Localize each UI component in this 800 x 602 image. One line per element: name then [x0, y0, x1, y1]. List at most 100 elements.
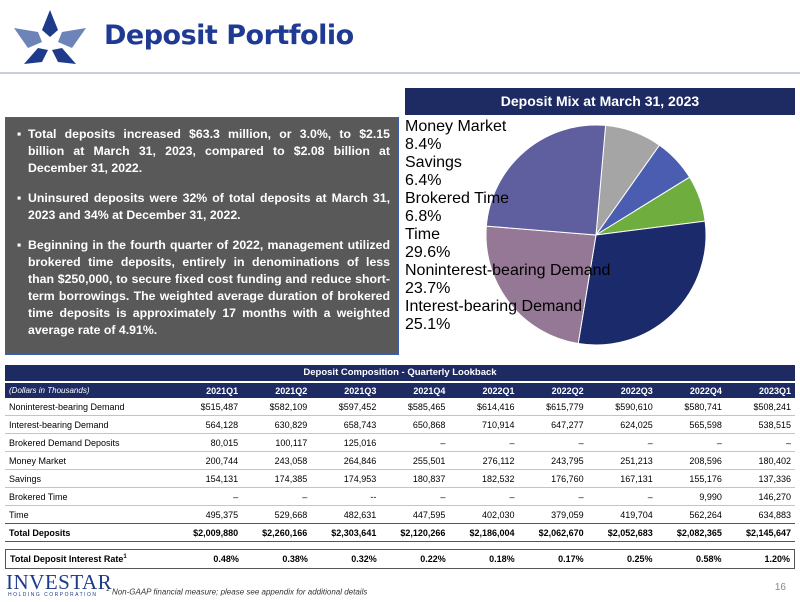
table-cell: 634,883 [758, 509, 791, 520]
table-cell: 174,385 [274, 473, 308, 484]
column-header: 2021Q2 [242, 383, 312, 398]
slice-name: Savings [405, 154, 462, 171]
table-cell: $508,241 [753, 401, 791, 412]
table-cell: 562,264 [689, 509, 722, 520]
slice-value: 29.6% [405, 244, 451, 261]
table-cell: – [440, 491, 446, 502]
column-header: 2023Q1 [725, 383, 795, 398]
slice-label: Money Market 8.4% [405, 118, 795, 154]
table-cell: 155,176 [689, 473, 722, 484]
table-cell: 80,015 [210, 437, 239, 448]
table-cell: – [785, 437, 791, 448]
slice-name: Time [405, 226, 440, 243]
table-cell: $2,062,670 [518, 523, 588, 542]
table-cell: $2,145,647 [725, 523, 795, 542]
page-number: 16 [774, 582, 786, 593]
rate-cell: 0.22% [420, 554, 446, 564]
slice-label: Brokered Time 6.8% [405, 190, 795, 226]
logo-star [14, 10, 86, 64]
table-row: Brokered Time – – -- – – – – 9,990 146,270 [5, 488, 795, 506]
rate-label-text: Total Deposit Interest Rate [10, 554, 124, 564]
table-cell: 658,743 [343, 419, 377, 430]
column-header: 2022Q4 [656, 383, 726, 398]
table-title: Deposit Composition - Quarterly Lookback [5, 365, 795, 381]
table-cell: 174,953 [343, 473, 377, 484]
table-cell: $590,610 [615, 401, 653, 412]
pie-slice [485, 124, 607, 236]
table-cell: Savings [9, 473, 42, 484]
table-cell: Total Deposits [5, 523, 173, 542]
table-cell: – [647, 491, 653, 502]
table-cell: 180,837 [412, 473, 446, 484]
table-row: Savings 154,131 174,385 174,953 180,837 182,5… [5, 470, 795, 488]
table-cell: $2,009,880 [173, 523, 243, 542]
table-cell: Brokered Demand Deposits [9, 437, 120, 448]
slice-value: 6.4% [405, 172, 442, 189]
pie-slice [577, 220, 707, 346]
table-cell: 200,744 [205, 455, 239, 466]
footer-logo-sub: HOLDING CORPORATION [8, 592, 98, 598]
table-cell: $582,109 [269, 401, 308, 412]
table-cell: Money Market [9, 455, 67, 466]
table-cell: 565,598 [689, 419, 722, 430]
column-header: 2021Q3 [311, 383, 381, 398]
table-cell: 243,795 [551, 455, 584, 466]
table-cell: 650,868 [412, 419, 446, 430]
table-cell: $515,487 [200, 401, 239, 412]
rate-cell: 1.20% [764, 554, 790, 564]
table-cell: 208,596 [689, 455, 722, 466]
table-cell: – [647, 437, 653, 448]
slice-value: 23.7% [405, 280, 451, 297]
table-cell: – [509, 491, 515, 502]
rate-cell: 0.58% [695, 554, 722, 564]
column-header: 2022Q1 [449, 383, 519, 398]
table-row: Interest-bearing Demand 564,128 630,829 658… [5, 416, 795, 434]
table-cell: $2,052,683 [587, 523, 657, 542]
column-header: 2022Q3 [587, 383, 657, 398]
table-cell: $615,779 [546, 401, 584, 412]
table-cell: 624,025 [620, 419, 653, 430]
bullet: Uninsured deposits were 32% of total dep… [14, 190, 390, 224]
column-header: 2021Q1 [173, 383, 243, 398]
slice-value: 25.1% [405, 316, 451, 333]
table-cell: – [440, 437, 446, 448]
bullet: Total deposits increased $63.3 million, … [14, 126, 390, 177]
slice-label: Noninterest-bearing Demand 23.7% [405, 262, 795, 298]
table-cell: – [233, 491, 239, 502]
page-title: Deposit Portfolio [104, 20, 354, 51]
footer-logo: INVESTAR [6, 570, 113, 594]
table-cell: 100,117 [275, 437, 308, 448]
table-cell: 243,058 [274, 455, 308, 466]
footnote: 1 Non-GAAP financial measure; please see… [106, 586, 367, 597]
table-row: Money Market 200,744 243,058 264,846 255,501… [5, 452, 795, 470]
rate-cell: 0.25% [627, 554, 653, 564]
slice-label: Interest-bearing Demand 25.1% [405, 298, 795, 334]
table-row: Brokered Demand Deposits 80,015 100,117 125… [5, 434, 795, 452]
table-cell: 402,030 [482, 509, 515, 520]
table-cell: 146,270 [758, 491, 791, 502]
rate-cell: 0.38% [282, 554, 308, 564]
table-row: Noninterest-bearing Demand $515,487 $582,1… [5, 398, 795, 416]
rate-cell: 0.17% [558, 554, 584, 564]
table-cell: 264,846 [343, 455, 377, 466]
rate-note: 1 [123, 554, 127, 560]
footnote-mark: 1 [106, 586, 110, 593]
footnote-text: Non-GAAP financial measure; please see a… [111, 587, 368, 597]
table-cell: 255,501 [412, 455, 446, 466]
table-cell: 647,277 [551, 419, 584, 430]
table-cell: 276,112 [482, 455, 515, 466]
slice-name: Brokered Time [405, 190, 510, 207]
divider [0, 72, 800, 74]
deposit-table: (Dollars in Thousands) 2021Q1 2021Q2 2021Q3… [5, 383, 795, 542]
table-cell: 538,515 [758, 419, 791, 430]
table-cell: – [509, 437, 515, 448]
slice-name: Noninterest-bearing Demand [405, 262, 611, 279]
table-cell: $2,082,365 [656, 523, 726, 542]
table-cell: Interest-bearing Demand [9, 419, 109, 430]
table-row: Time 495,375 529,668 482,631 447,595 402,030 3… [5, 506, 795, 524]
table-row: Total Deposits $2,009,880 $2,260,166 $2,303… [5, 523, 795, 542]
table-cell: 419,704 [620, 509, 653, 520]
table-cell: $580,741 [684, 401, 722, 412]
table-cell: – [578, 437, 584, 448]
